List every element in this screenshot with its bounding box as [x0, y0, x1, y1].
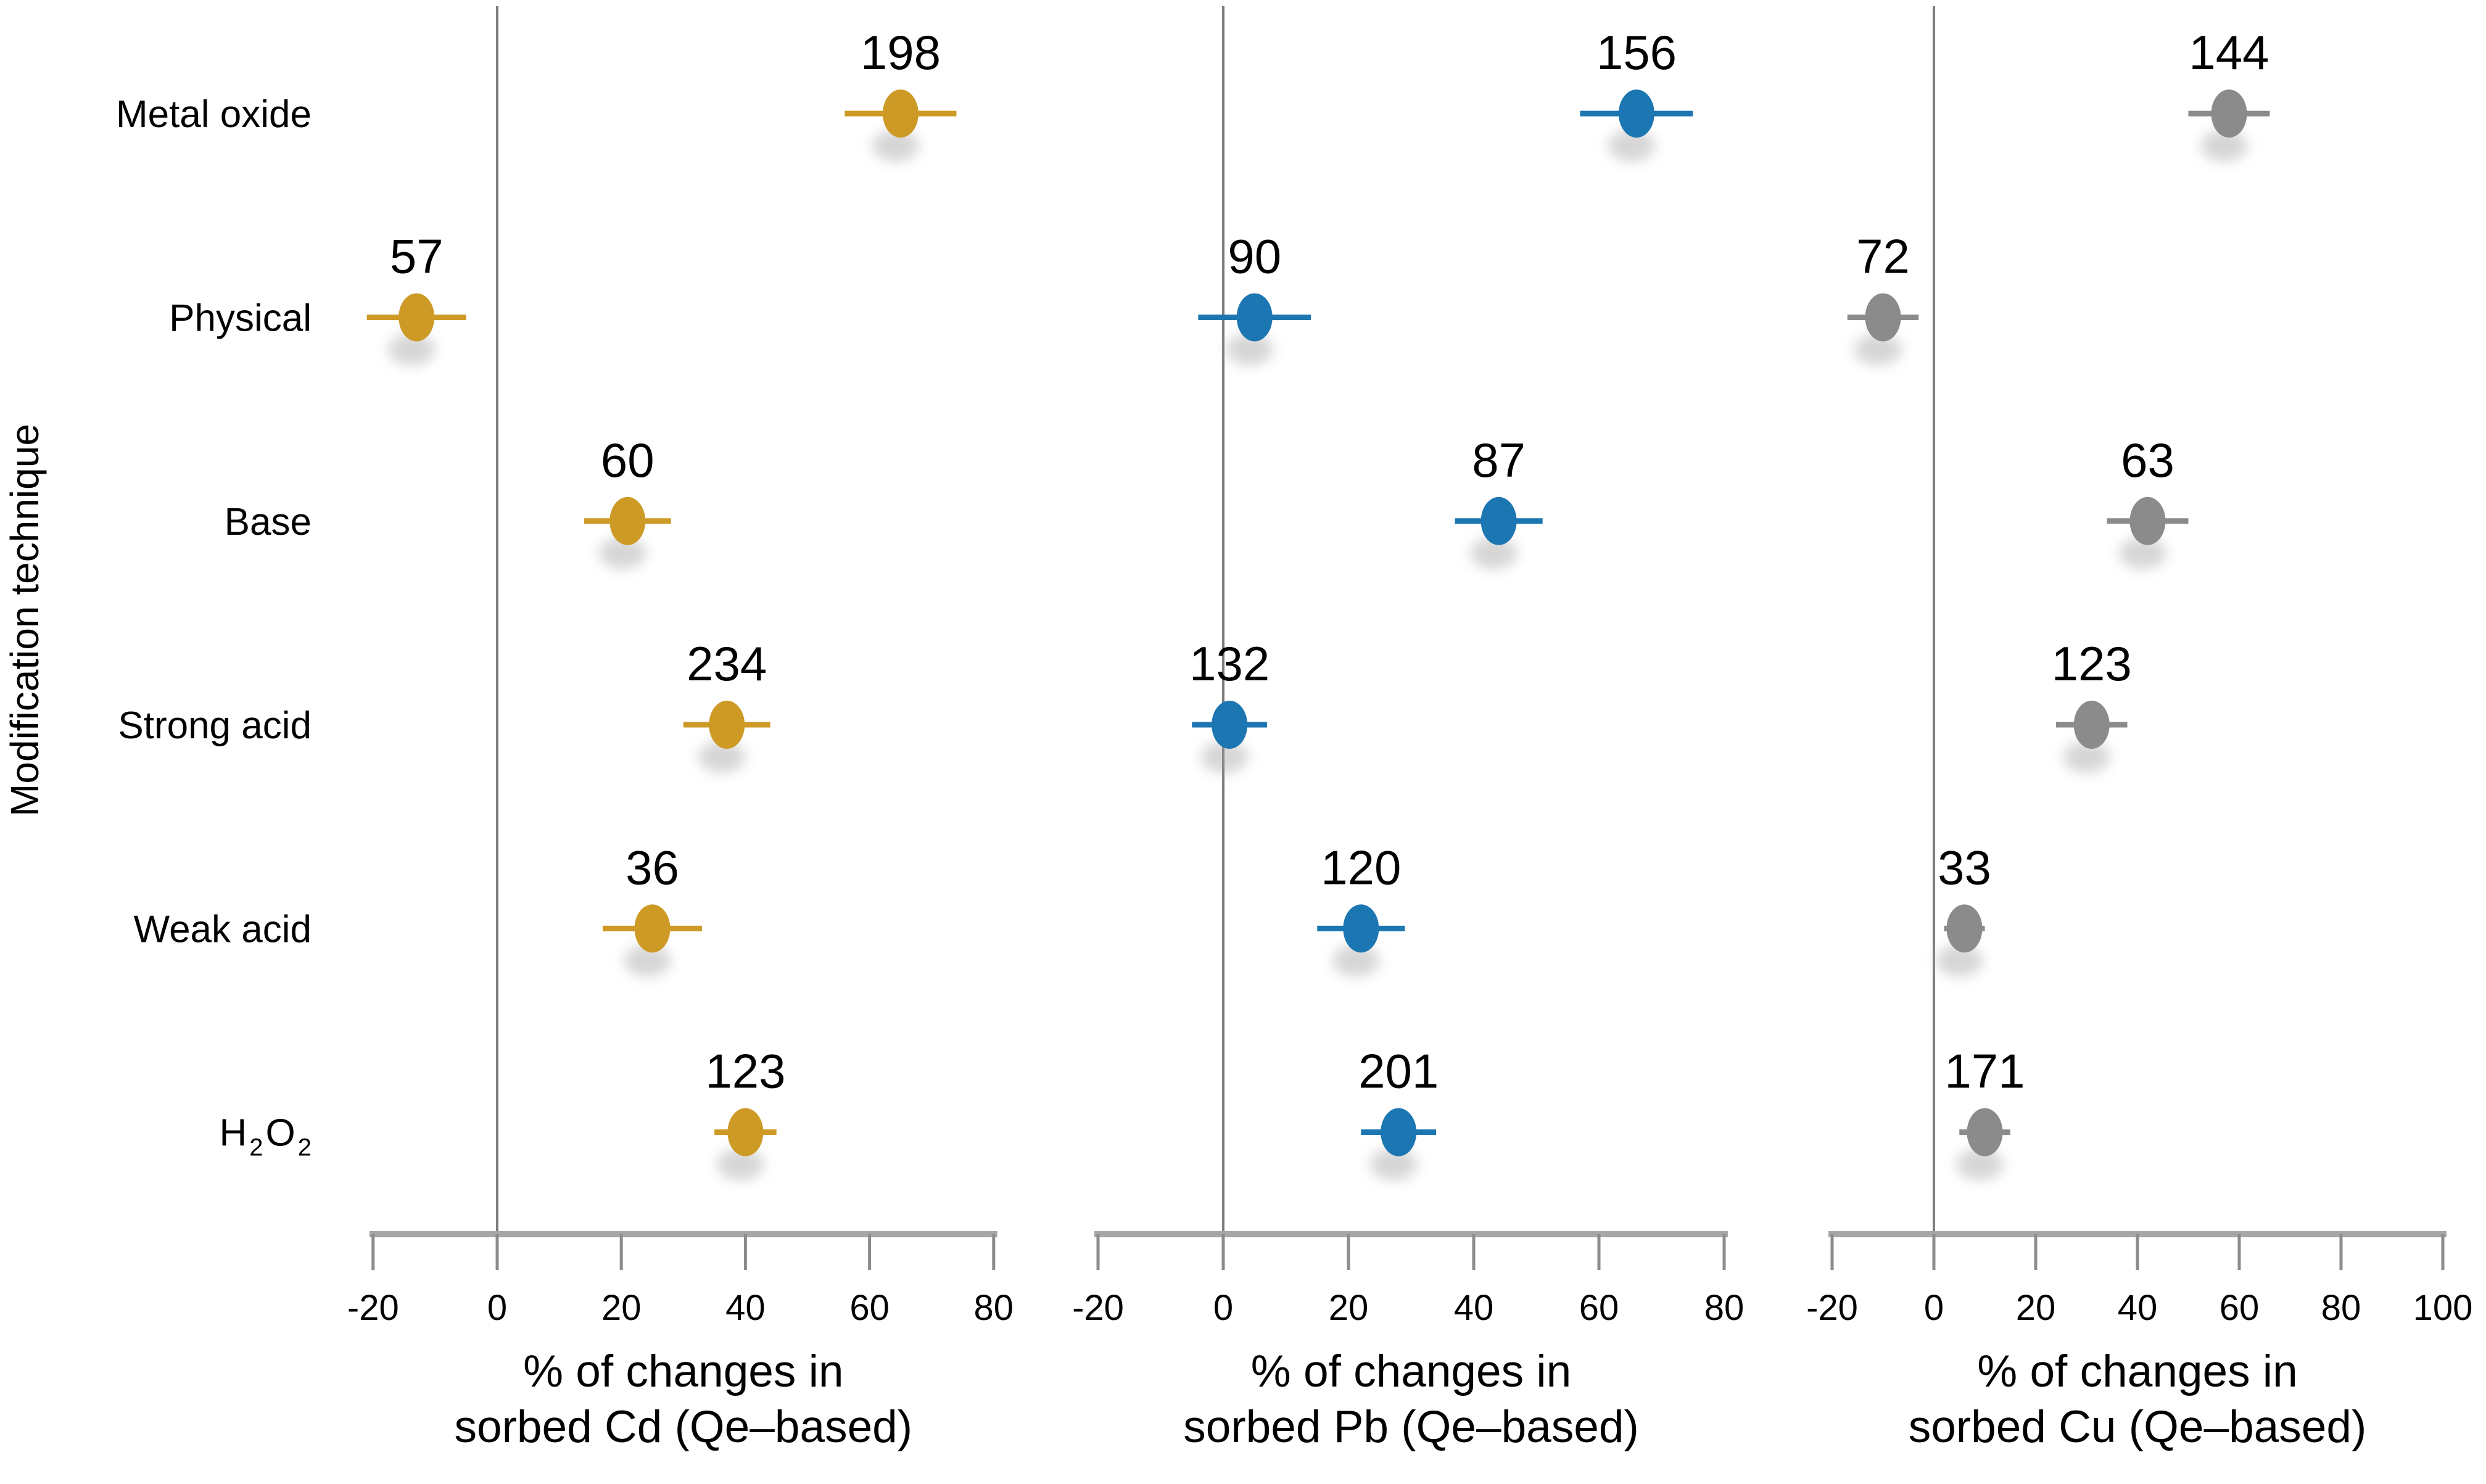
category-label-physical: Physical — [169, 297, 312, 339]
data-point — [1381, 1108, 1417, 1156]
x-tick-label: 80 — [974, 1288, 1014, 1328]
x-tick-label: 80 — [1704, 1288, 1745, 1328]
data-point — [1212, 701, 1248, 749]
x-tick-label: 40 — [725, 1288, 766, 1328]
data-label: 120 — [1321, 840, 1401, 894]
point-shadow — [1470, 537, 1518, 569]
x-axis-title-line1: % of changes in — [1251, 1346, 1571, 1396]
panel-cd: -20 0 20 40 60 80 % of changes in sorbed Cd (Qe… — [347, 6, 1014, 1452]
point-shadow — [872, 130, 919, 162]
x-tick-label: -20 — [347, 1288, 399, 1328]
category-label-weak-acid: Weak acid — [134, 908, 312, 950]
data-label: 171 — [1944, 1044, 2025, 1099]
data-point — [609, 497, 646, 545]
data-label: 90 — [1228, 229, 1281, 283]
point-shadow — [1370, 1148, 1418, 1181]
x-tick-label: 60 — [1579, 1288, 1619, 1328]
data-point — [399, 293, 435, 342]
point-shadow — [1332, 944, 1380, 977]
data-point — [709, 701, 745, 749]
data-point — [2073, 701, 2110, 749]
point-shadow — [717, 1148, 764, 1181]
data-point — [1865, 293, 1901, 342]
data-label: 33 — [1938, 840, 1991, 894]
x-axis-title-line2: sorbed Pb (Qe–based) — [1183, 1402, 1639, 1452]
data-label: 201 — [1358, 1044, 1439, 1099]
x-tick-label: 20 — [1329, 1288, 1369, 1328]
data-label: 63 — [2121, 433, 2174, 487]
point-shadow — [388, 333, 436, 366]
point-shadow — [1956, 1148, 2004, 1181]
panel-pb: -20 0 20 40 60 80 % of changes in sorbed Pb (Qe… — [1072, 6, 1744, 1452]
data-label: 123 — [2052, 637, 2132, 691]
data-point — [1946, 904, 1983, 953]
point-shadow — [2200, 130, 2248, 162]
data-label: 87 — [1472, 433, 1526, 487]
data-point — [1343, 904, 1379, 953]
data-point — [634, 904, 671, 953]
category-label-strong-acid: Strong acid — [118, 704, 312, 747]
data-point — [2129, 497, 2166, 545]
x-axis-title-line2: sorbed Cd (Qe–based) — [455, 1402, 913, 1452]
x-tick-label: 40 — [1454, 1288, 1494, 1328]
x-tick-label: 20 — [2016, 1288, 2056, 1328]
data-label: 198 — [861, 25, 941, 80]
panel-cu: -20 0 20 40 60 80 100 % of changes in sorbed Cu … — [1806, 6, 2472, 1452]
point-shadow — [599, 537, 646, 569]
x-axis-title-line1: % of changes in — [523, 1346, 843, 1396]
category-label-h2o2: H 2O 2 — [219, 1112, 312, 1161]
point-shadow — [1854, 333, 1902, 366]
x-tick-label: -20 — [1806, 1288, 1858, 1328]
x-tick-label: 100 — [2413, 1288, 2473, 1328]
data-point — [1236, 293, 1273, 342]
x-tick-label: 60 — [849, 1288, 890, 1328]
point-shadow — [1936, 944, 1983, 977]
x-tick-label: -20 — [1072, 1288, 1124, 1328]
category-label-base: Base — [225, 501, 312, 543]
x-tick-label: 60 — [2220, 1288, 2260, 1328]
data-label: 144 — [2189, 25, 2269, 80]
data-label: 36 — [626, 840, 679, 894]
category-label-metal-oxide: Metal oxide — [116, 93, 312, 136]
data-label: 123 — [705, 1044, 785, 1099]
y-axis-title: Modification technique — [2, 424, 47, 817]
x-tick-label: 80 — [2321, 1288, 2361, 1328]
data-label: 60 — [601, 433, 655, 487]
x-tick-label: 40 — [2118, 1288, 2158, 1328]
point-shadow — [1201, 741, 1249, 773]
data-point — [727, 1108, 764, 1156]
point-shadow — [1226, 333, 1273, 366]
x-axis-title-line1: % of changes in — [1977, 1346, 2297, 1396]
point-shadow — [624, 944, 671, 977]
point-shadow — [698, 741, 746, 773]
data-point — [1480, 497, 1517, 545]
data-point — [1967, 1108, 2003, 1156]
data-label: 72 — [1856, 229, 1910, 283]
data-label: 234 — [687, 637, 767, 691]
data-point — [1618, 89, 1654, 138]
x-tick-label: 20 — [601, 1288, 642, 1328]
data-label: 132 — [1189, 637, 1270, 691]
data-label: 156 — [1596, 25, 1677, 80]
x-axis-title-line2: sorbed Cu (Qe–based) — [1909, 1402, 2367, 1452]
data-point — [2211, 89, 2247, 138]
x-tick-label: 0 — [487, 1288, 507, 1328]
x-tick-label: 0 — [1213, 1288, 1233, 1328]
data-label: 57 — [390, 229, 444, 283]
point-shadow — [2063, 741, 2110, 773]
x-tick-label: 0 — [1924, 1288, 1944, 1328]
point-shadow — [1608, 130, 1655, 162]
point-shadow — [2119, 537, 2166, 569]
data-point — [882, 89, 919, 138]
